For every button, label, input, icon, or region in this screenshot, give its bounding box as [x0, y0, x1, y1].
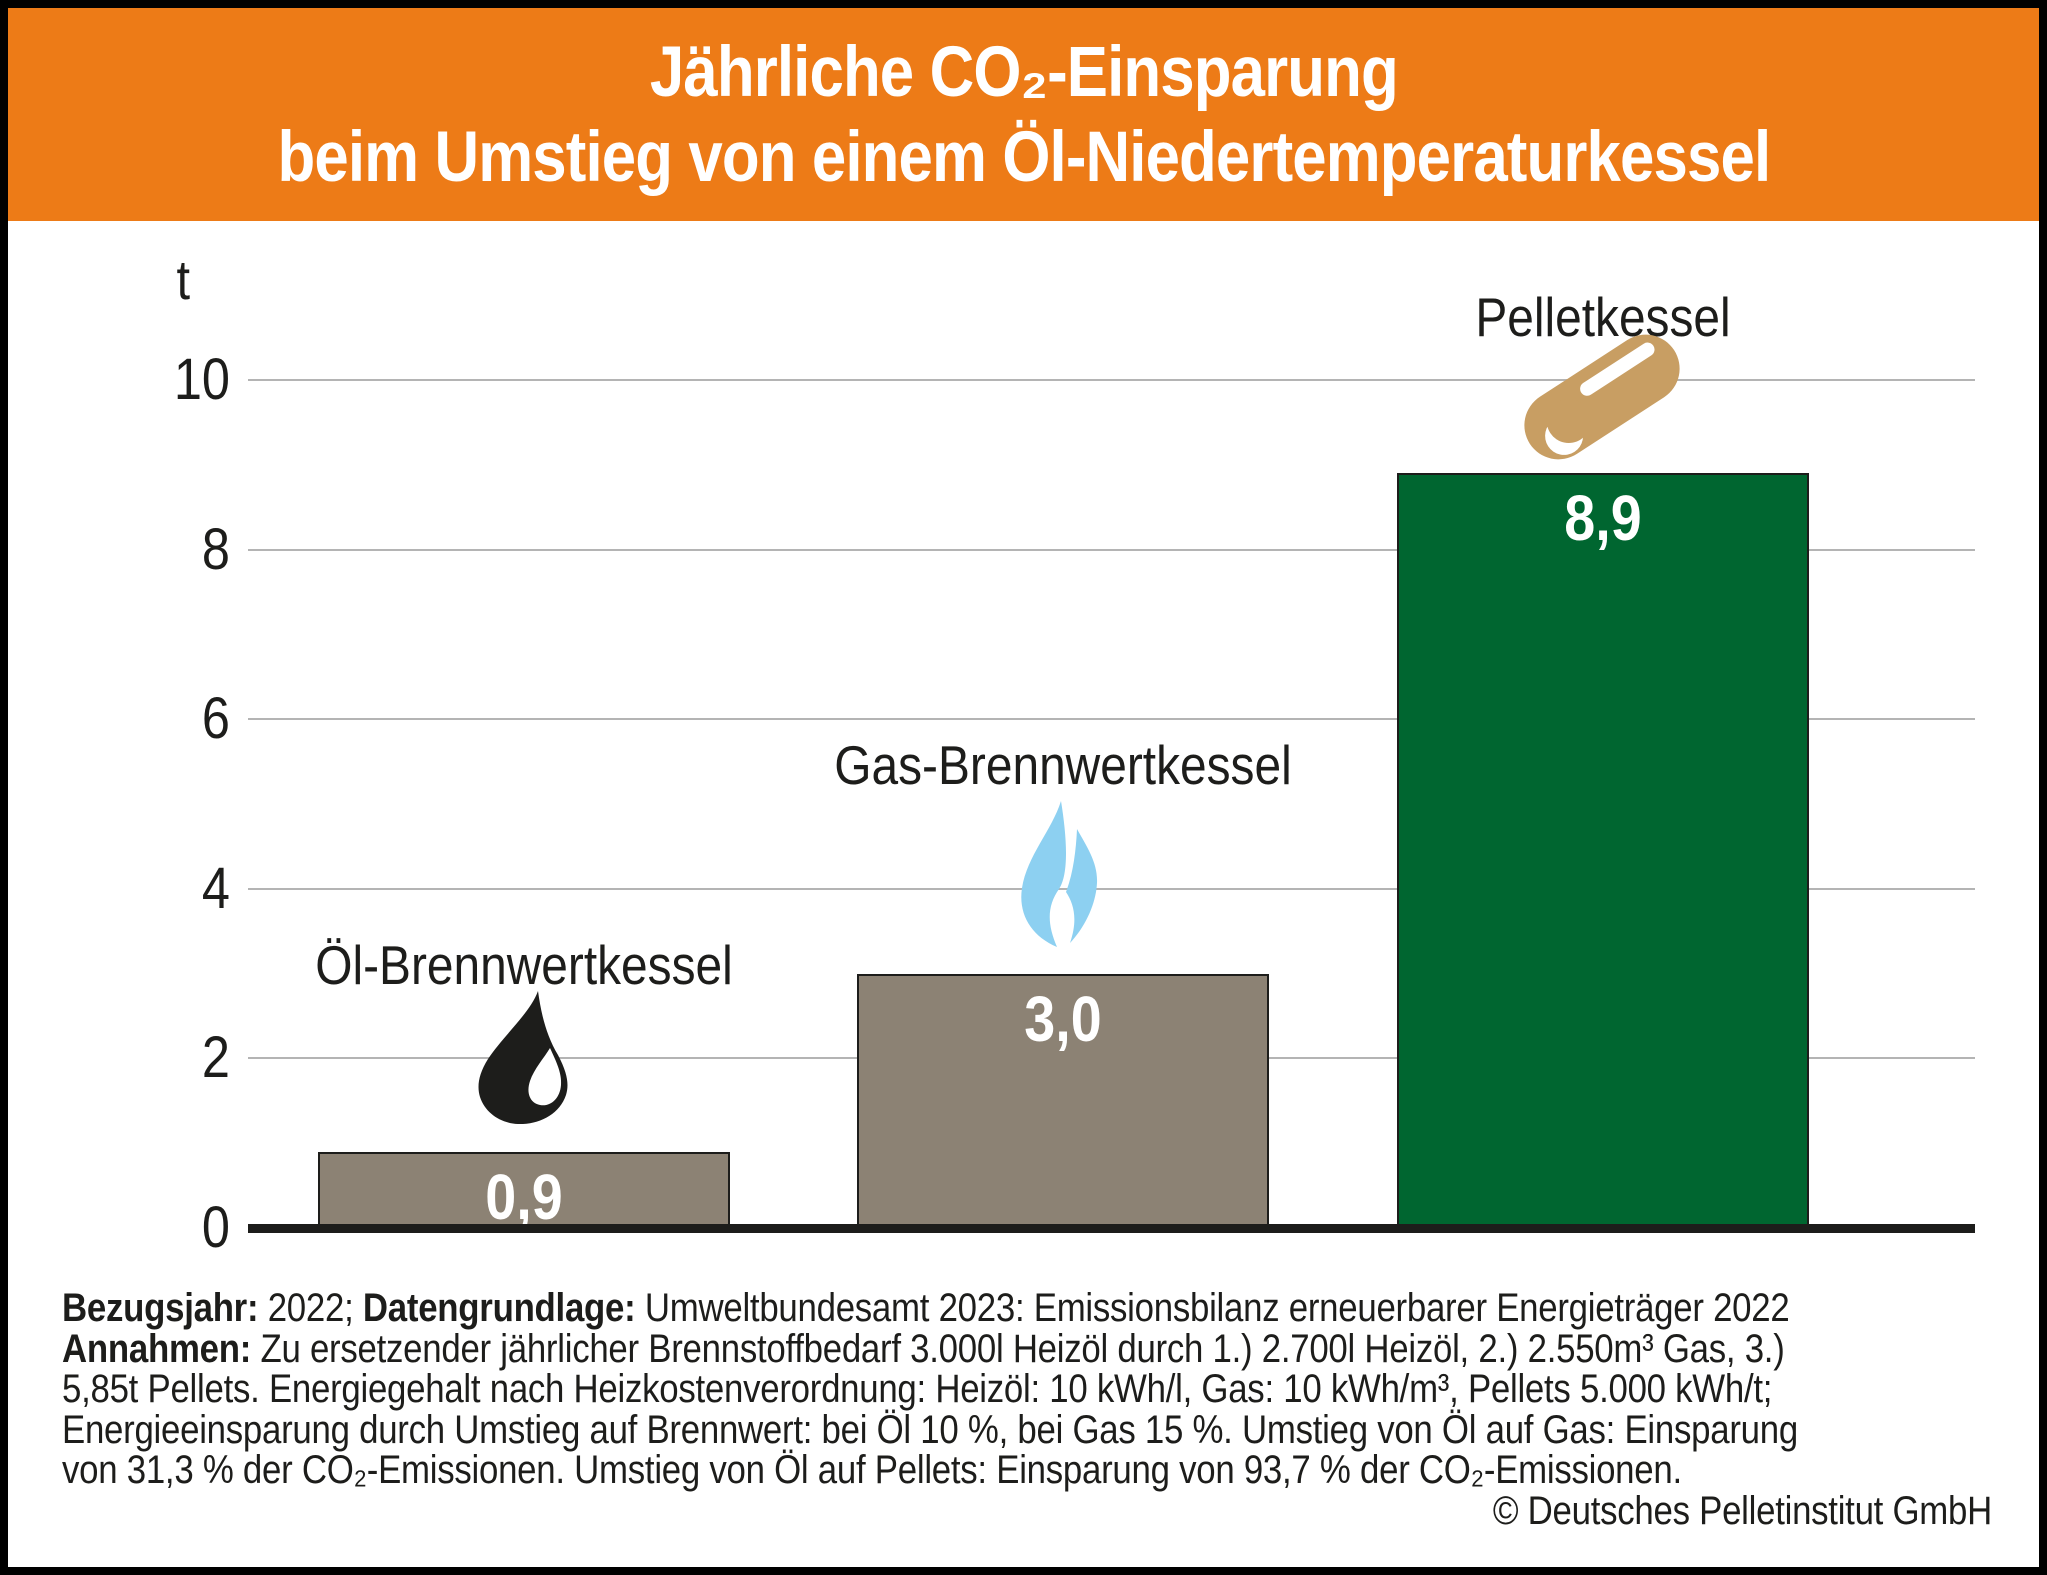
footnote-line-1: Bezugsjahr: 2022; Datengrundlage: Umwelt… [62, 1286, 1790, 1330]
bar-value-label: 0,9 [485, 1161, 563, 1233]
bar-oel-brennwertkessel: 0,9 [318, 1152, 730, 1233]
footnote-line-3: 5,85t Pellets. Energiegehalt nach Heizko… [62, 1367, 1773, 1411]
bar-label-pelletkessel: Pelletkessel [1475, 286, 1731, 348]
y-tick-label: 10 [173, 347, 230, 412]
gridline [248, 887, 1975, 890]
chart-title-line2: beim Umstieg von einem Öl-Niedertemperat… [277, 117, 1771, 197]
gridline [248, 718, 1975, 721]
bar-label-gas-brennwertkessel: Gas-Brennwertkessel [834, 734, 1292, 796]
gas-flame-icon [1021, 801, 1098, 947]
footnote-line-5: von 31,3 % der CO₂-Emissionen. Umstieg v… [62, 1448, 1682, 1492]
x-axis-line [248, 1224, 1975, 1233]
copyright-notice: © Deutsches Pelletinstitut GmbH [1492, 1488, 1992, 1533]
y-tick-label: 2 [201, 1025, 230, 1091]
bar-label-oel-brennwertkessel: Öl-Brennwertkessel [315, 934, 733, 996]
chart-title-line1: Jährliche CO₂-Einsparung [649, 32, 1399, 112]
y-tick-label: 8 [201, 516, 230, 582]
footnote-line-4: Energieeinsparung durch Umstieg auf Bren… [62, 1407, 1798, 1452]
y-tick-label: 0 [201, 1195, 230, 1260]
y-tick-label: 4 [201, 855, 230, 921]
footnote-line-2: Annahmen: Zu ersetzender jährlicher Bren… [62, 1326, 1785, 1371]
pellet-icon [1524, 334, 1680, 460]
oil-drop-icon [478, 991, 568, 1124]
header-banner: Jährliche CO₂-Einsparung beim Umstieg vo… [8, 8, 2039, 221]
bar-value-label: 3,0 [1024, 983, 1102, 1055]
bar-value-label: 8,9 [1564, 482, 1642, 554]
gridline [248, 548, 1975, 551]
y-axis-unit-label: t [176, 248, 190, 311]
gridline [248, 379, 1975, 381]
y-tick-label: 6 [201, 686, 230, 752]
footnote: Bezugsjahr: 2022; Datengrundlage: Umwelt… [62, 1288, 1992, 1531]
bar-gas-brennwertkessel: 3,0 [857, 974, 1269, 1228]
bar-pelletkessel: 8,9 [1397, 473, 1809, 1228]
